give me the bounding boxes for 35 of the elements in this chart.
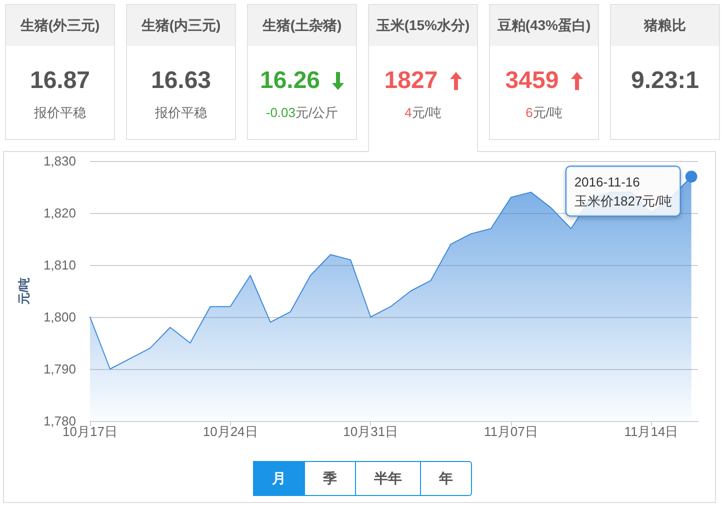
annotation: 2016-11-16 玉米价1827元/吨 [574, 174, 672, 209]
y-tick-label: 1,810 [43, 258, 76, 272]
y-axis-title: 元/吨 [17, 277, 31, 306]
data-label: 6 [526, 105, 533, 120]
text: 9.23:1 [630, 67, 700, 95]
category-label: 季 [305, 461, 356, 496]
category-label: 月 [253, 461, 305, 496]
text: 生猪(内三元) [127, 5, 235, 46]
text: 玉米(15%水分) [369, 5, 477, 46]
text: 报价平稳 [34, 105, 86, 120]
y-tick-label: 1,800 [43, 310, 76, 324]
text: 16.26 [260, 67, 320, 95]
data-label: 4 [404, 105, 412, 120]
text: 报价平稳 [155, 105, 207, 120]
text: 元/公斤 [296, 105, 338, 120]
text: 豆粕(43%蛋白) [490, 5, 598, 46]
y-tick-label: 1,830 [43, 154, 76, 168]
x-tick-label: 10月24日 [202, 424, 258, 439]
x-tick-label: 10月31日 [343, 424, 398, 439]
text: 猪粮比 [611, 5, 719, 46]
category-label: 半年 [356, 461, 421, 496]
text: 1827 [384, 67, 438, 95]
text: 16.87 [30, 67, 90, 95]
x-tick-label: 11月07日 [484, 424, 538, 439]
category-label: 年 [421, 461, 472, 496]
text: 16.63 [150, 67, 212, 95]
text: 元/吨 [412, 105, 442, 120]
text: 生猪(土杂猪) [248, 5, 356, 46]
x-tick-label: 11月14日 [624, 424, 678, 439]
text: 元/吨 [532, 105, 562, 120]
y-tick-label: 1,790 [43, 362, 76, 376]
text: 3459 [505, 67, 559, 95]
text: 生猪(外三元) [6, 5, 114, 46]
data-label: -0.03 [266, 105, 296, 120]
y-tick-label: 1,820 [43, 206, 76, 220]
